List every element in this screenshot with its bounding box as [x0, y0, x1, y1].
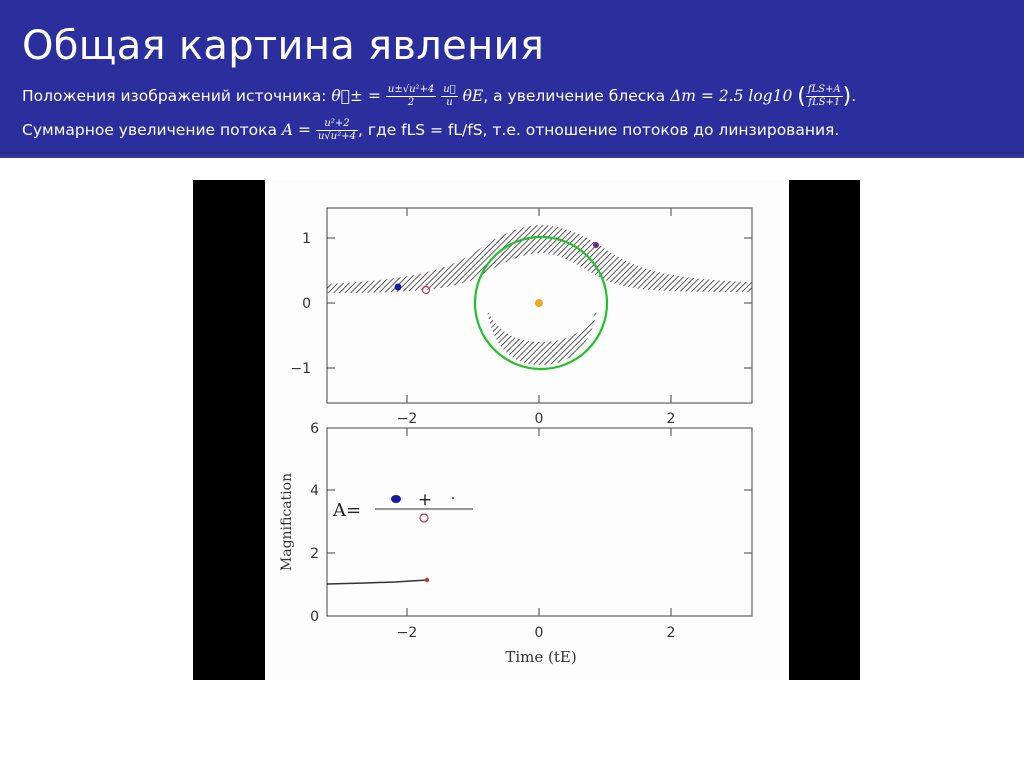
- top-xtick-minus2: −2: [397, 411, 418, 427]
- magnification-curve: [326, 579, 428, 585]
- paren-open: (: [797, 84, 806, 109]
- fraction-denominator: fLS+1: [808, 97, 841, 108]
- fraction-denominator: 2: [407, 97, 415, 108]
- fraction-magnification: u²+2 u√u²+4: [315, 118, 358, 143]
- x-axis-label: Time (tE): [505, 648, 576, 666]
- lensing-figure: 1 0 −1 −2 0 2: [279, 207, 753, 666]
- bottom-ytick-0: 0: [310, 609, 319, 625]
- outer-image-track: [327, 225, 752, 293]
- fraction-denominator: u√u²+4: [317, 131, 356, 142]
- bottom-panel: 6 4 2 0 −2 0 2 Time (tE) Magnification A…: [279, 421, 753, 666]
- slide-header: Общая картина явления Положения изображе…: [0, 0, 1024, 158]
- fraction-numerator: u±√u²+4: [385, 84, 437, 97]
- line1-prefix: Положения изображений источника:: [22, 87, 327, 105]
- slide-title: Общая картина явления: [22, 23, 545, 69]
- images-position-line: Положения изображений источника: θ⃗± = u…: [22, 84, 856, 109]
- line2-prefix: Суммарное увеличение потока: [22, 121, 277, 139]
- lens-star: [535, 299, 543, 307]
- image-plus-marker: [394, 283, 402, 291]
- delta-m-formula: Δm = 2.5 log10: [670, 87, 793, 105]
- top-panel: 1 0 −1 −2 0 2: [290, 207, 753, 427]
- formula-a-label: A=: [332, 500, 361, 521]
- header-shadow: [0, 152, 1024, 158]
- formula-plus-sign: +: [418, 490, 432, 510]
- bottom-panel-ticks: [327, 428, 752, 616]
- top-panel-ticks: [327, 208, 752, 403]
- fraction-flux: fLS+A fLS+1: [805, 84, 843, 109]
- bottom-ytick-4: 4: [310, 483, 319, 499]
- top-xtick-2: 2: [667, 411, 676, 427]
- fraction-u-vector: u⃗ u: [441, 84, 458, 109]
- line2-suffix: , где fLS = fL/fS, т.е. отношение потоко…: [357, 121, 840, 139]
- bottom-ytick-6: 6: [310, 421, 319, 437]
- paren-close: ): [842, 84, 852, 109]
- top-ytick-minus1: −1: [290, 361, 311, 377]
- top-xtick-0: 0: [535, 411, 544, 427]
- line1-end: .: [851, 87, 857, 105]
- top-ytick-1: 1: [302, 231, 311, 247]
- bottom-xtick-0: 0: [535, 625, 544, 641]
- bottom-ytick-2: 2: [310, 546, 319, 562]
- image-minus-marker: [421, 285, 431, 295]
- a-equals: A =: [281, 121, 312, 139]
- equals-sign: =: [367, 87, 381, 105]
- figure-image: 1 0 −1 −2 0 2: [265, 180, 789, 680]
- y-axis-label: Magnification: [279, 473, 295, 571]
- fraction-numerator: u⃗: [441, 84, 458, 97]
- theta-symbol: θ⃗±: [331, 87, 364, 105]
- magnification-curve-end: [424, 577, 430, 583]
- line1-middle: , а увеличение блеска: [483, 87, 666, 105]
- formula-dot: ·: [451, 491, 455, 507]
- fraction-numerator: fLS+A: [805, 84, 843, 97]
- bottom-xtick-2: 2: [667, 625, 676, 641]
- theta-e-symbol: θE: [462, 87, 484, 105]
- einstein-ring: [473, 235, 609, 371]
- fraction-u-sqrt: u±√u²+4 2: [385, 84, 437, 109]
- total-magnification-line: Суммарное увеличение потока A = u²+2 u√u…: [22, 118, 839, 143]
- image-plus-marker-2: [593, 242, 599, 248]
- inner-image-track: [487, 310, 597, 365]
- fraction-numerator: u²+2: [315, 118, 358, 131]
- formula-minus-image: [419, 513, 429, 523]
- bottom-xtick-minus2: −2: [397, 625, 418, 641]
- bottom-panel-frame: [326, 427, 753, 617]
- fraction-denominator: u: [446, 97, 453, 108]
- formula-plus-image: [391, 495, 401, 503]
- top-ytick-0: 0: [302, 296, 311, 312]
